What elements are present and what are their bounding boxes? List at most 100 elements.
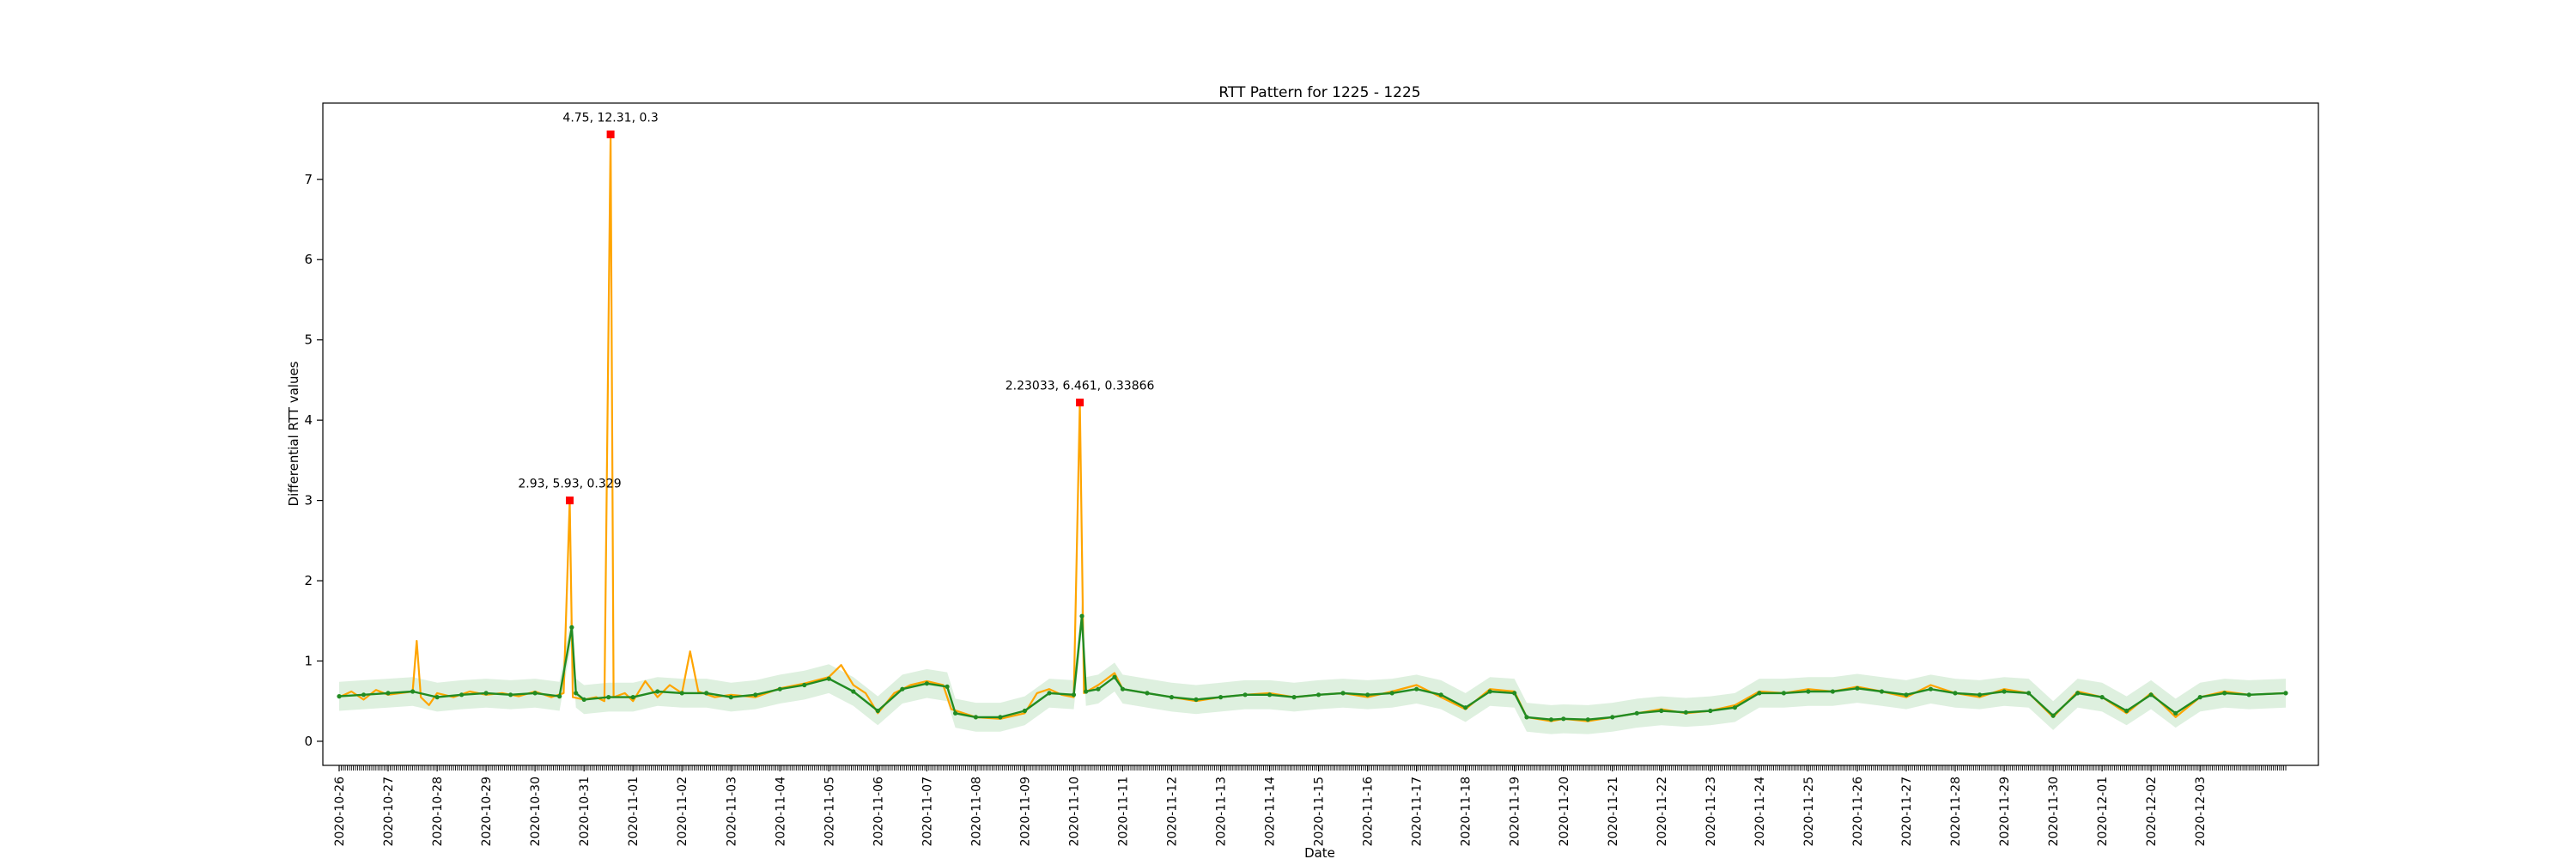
smoothed-point [2075, 691, 2081, 696]
smoothed-point [361, 692, 367, 698]
smoothed-point [1242, 692, 1248, 698]
x-tick-label: 2020-11-23 [1704, 777, 1718, 846]
smoothed-point [1879, 689, 1885, 694]
smoothed-point [655, 689, 660, 694]
x-axis: 2020-10-26 2020-10-27 2020-10-28 2020-10-29… [333, 765, 2287, 846]
smoothed-point [826, 676, 831, 681]
y-tick-label: 1 [304, 654, 313, 669]
x-tick-label: 2020-10-30 [529, 777, 543, 846]
x-tick-label: 2020-11-27 [1900, 777, 1914, 846]
smoothed-point [1610, 715, 1615, 720]
smoothed-point [1047, 691, 1052, 696]
x-tick-label: 2020-11-06 [872, 777, 885, 846]
x-tick-label: 2020-10-26 [333, 777, 347, 846]
smoothed-point [1548, 717, 1554, 722]
x-tick-label: 2020-11-01 [627, 777, 641, 846]
smoothed-point [2050, 713, 2056, 718]
smoothed-point [532, 691, 538, 696]
smoothed-point [2099, 695, 2105, 700]
smoothed-point [1781, 691, 1786, 696]
smoothed-point [1169, 695, 1175, 700]
x-tick-label: 2020-11-14 [1264, 777, 1278, 846]
smoothed-point [998, 715, 1003, 720]
x-tick-label: 2020-12-02 [2145, 777, 2159, 846]
smoothed-point [1463, 705, 1468, 710]
smoothed-point [2002, 689, 2007, 694]
smoothed-point [1806, 689, 1811, 694]
smoothed-point [2124, 708, 2129, 714]
smoothed-point [1830, 689, 1835, 694]
x-tick-label: 2020-10-29 [480, 777, 494, 846]
x-tick-label: 2020-11-25 [1802, 777, 1816, 846]
x-axis-label: Date [1304, 845, 1335, 859]
smoothed-point [1904, 692, 1909, 698]
smoothed-rtt-series [337, 613, 2288, 722]
anomaly-label: 4.75, 12.31, 0.3 [562, 111, 658, 125]
smoothed-point [581, 697, 586, 703]
anomaly-marker [606, 130, 615, 138]
smoothed-point [802, 682, 807, 688]
smoothed-point [1512, 691, 1517, 696]
smoothed-point [1634, 710, 1639, 716]
y-axis: 0 1 2 3 4 5 6 7 [304, 172, 323, 749]
smoothed-point [1291, 695, 1297, 700]
smoothed-point [1438, 692, 1443, 698]
smoothed-point [1096, 686, 1101, 691]
y-tick-label: 6 [304, 252, 313, 267]
x-tick-label: 2020-11-17 [1411, 777, 1425, 846]
smoothed-point [1389, 691, 1394, 696]
smoothed-point [386, 691, 391, 696]
x-tick-label: 2020-11-05 [823, 777, 836, 846]
smoothed-point [945, 684, 950, 690]
smoothed-point [2246, 692, 2251, 698]
smoothed-point [410, 689, 416, 694]
smoothed-point [1585, 717, 1590, 722]
x-tick-label: 2020-11-07 [920, 777, 934, 846]
y-tick-label: 0 [304, 734, 313, 749]
x-tick-label: 2020-11-08 [969, 777, 983, 846]
smoothed-point [953, 710, 958, 716]
smoothed-point [924, 681, 929, 686]
smoothed-point [337, 694, 342, 699]
smoothed-point [2197, 695, 2202, 700]
x-tick-label: 2020-11-13 [1215, 777, 1229, 846]
smoothed-point [1659, 708, 1664, 714]
y-tick-label: 5 [304, 332, 313, 348]
x-tick-label: 2020-11-15 [1313, 777, 1327, 846]
x-tick-label: 2020-11-10 [1068, 777, 1082, 846]
smoothed-point [2173, 710, 2178, 716]
smoothed-point [1218, 695, 1224, 700]
smoothed-point [1365, 692, 1370, 698]
x-tick-label: 2020-11-30 [2047, 777, 2061, 846]
smoothed-point [2283, 691, 2288, 696]
smoothed-point [728, 695, 733, 700]
smoothed-point [630, 695, 635, 700]
x-tick-label: 2020-11-03 [725, 777, 738, 846]
smoothed-point [1977, 692, 1983, 698]
smoothed-point [753, 692, 758, 698]
smoothed-point [574, 691, 579, 696]
x-tick-label: 2020-11-18 [1460, 777, 1473, 846]
x-tick-label: 2020-11-22 [1656, 777, 1669, 846]
x-tick-label: 2020-10-27 [382, 777, 396, 846]
smoothed-point [1708, 708, 1713, 714]
smoothed-point [973, 715, 978, 720]
x-tick-label: 2020-11-21 [1607, 777, 1620, 846]
smoothed-point [1928, 686, 1934, 691]
smoothed-point [1757, 691, 1762, 696]
y-tick-label: 4 [304, 412, 313, 428]
smoothed-point [1079, 613, 1084, 618]
smoothed-point [875, 708, 880, 714]
x-tick-label: 2020-11-24 [1753, 777, 1767, 846]
smoothed-point [1683, 710, 1688, 715]
smoothed-point [1022, 708, 1027, 714]
smoothed-point [459, 692, 465, 698]
smoothed-point [1267, 692, 1273, 698]
confidence-band-area [339, 601, 2286, 734]
y-tick-label: 7 [304, 172, 313, 187]
y-tick-label: 2 [304, 573, 313, 588]
x-tick-label: 2020-11-09 [1018, 777, 1032, 846]
chart-title: RTT Pattern for 1225 - 1225 [1218, 84, 1420, 101]
